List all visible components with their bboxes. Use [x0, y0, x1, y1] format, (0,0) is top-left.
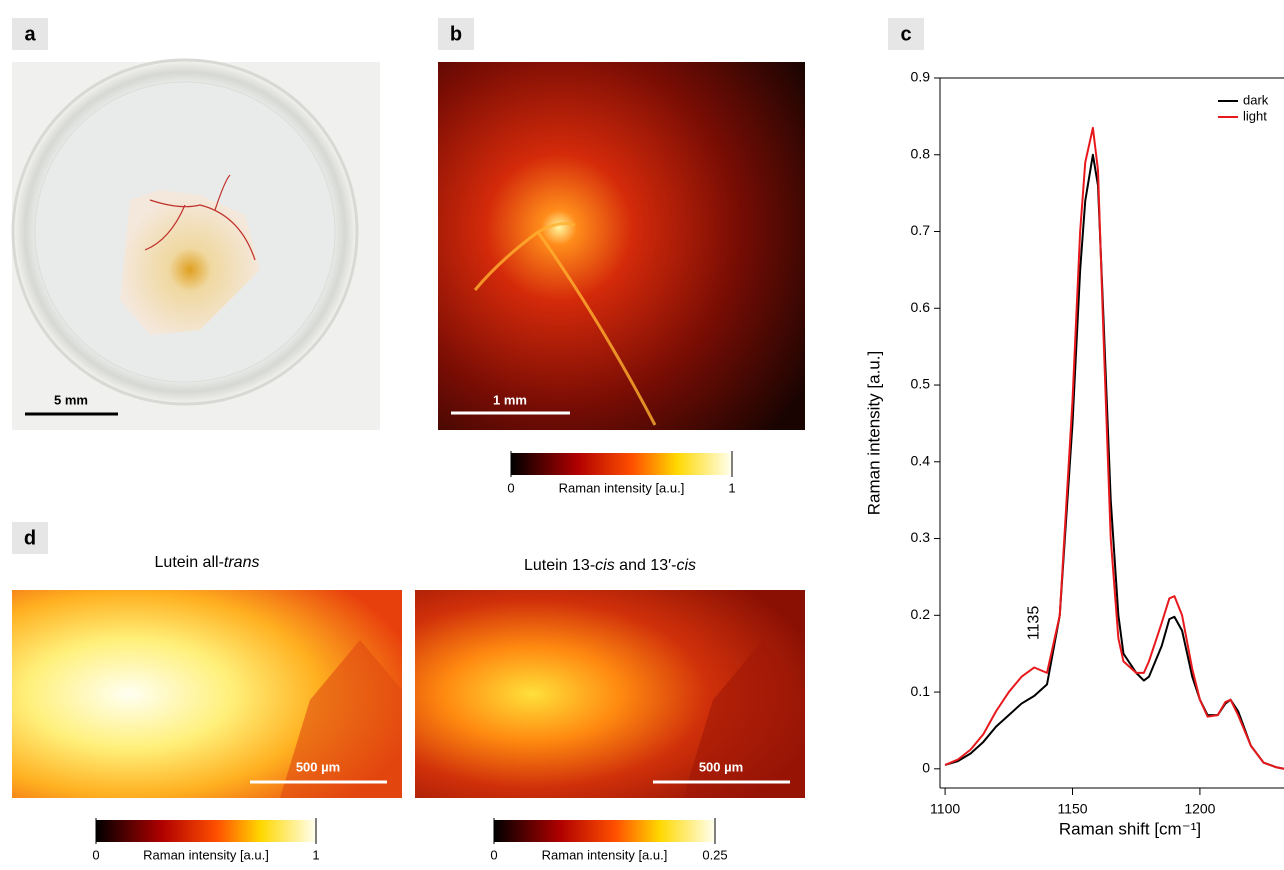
- colorbar-tick-label: 1: [728, 480, 735, 495]
- y-tick-label: 0.6: [911, 299, 931, 315]
- title-part: cis: [676, 557, 696, 574]
- scale-bar-label: 1 mm: [493, 392, 527, 407]
- map-region: [683, 640, 805, 798]
- colorbar: 0 1 Raman intensity [a.u.]: [92, 818, 320, 862]
- panel-label-bg: [12, 522, 48, 554]
- y-tick-label: 0.1: [911, 683, 931, 699]
- y-axis-label: Raman intensity [a.u.]: [864, 351, 883, 515]
- colorbar-tick-label: 0: [92, 847, 99, 862]
- colorbar-tick-label: 0: [507, 480, 514, 495]
- scale-bar-label: 500 µm: [699, 759, 743, 774]
- retina-tissue: [120, 190, 260, 335]
- colorbar-gradient: [96, 820, 316, 842]
- title-part: Lutein all-: [155, 554, 224, 571]
- colorbar-tick-label: 0.25: [702, 847, 727, 862]
- y-tick-label: 0.5: [911, 376, 931, 392]
- title-part: trans: [224, 554, 260, 571]
- panel-label: a: [24, 23, 36, 45]
- raman-image: [438, 62, 805, 430]
- colorbar-tick-label: 0: [490, 847, 497, 862]
- legend-label: light: [1243, 108, 1267, 123]
- title-part: Lutein 13-: [524, 557, 595, 574]
- colorbar-label: Raman intensity [a.u.]: [143, 847, 269, 862]
- x-tick-label: 1100: [930, 801, 960, 817]
- scale-bar-label: 5 mm: [54, 392, 88, 407]
- y-tick-label: 0: [922, 760, 930, 776]
- series-line: [944, 153, 1284, 770]
- y-tick-label: 0.2: [911, 606, 931, 622]
- y-tick-label: 0.8: [911, 145, 931, 161]
- colorbar: 0 0.25 Raman intensity [a.u.]: [490, 818, 728, 862]
- map-title: Lutein 13-cis and 13′-cis: [524, 557, 696, 574]
- vessels: [144, 174, 256, 261]
- panel-label: b: [450, 23, 462, 45]
- series-line: [944, 126, 1284, 770]
- x-axis-label: Raman shift [cm⁻¹]: [1059, 819, 1201, 838]
- map-title: Lutein all-trans: [155, 554, 260, 571]
- panel-label-bg: [12, 18, 48, 50]
- colorbar-gradient: [511, 453, 732, 475]
- panel-label: c: [900, 23, 911, 45]
- panel-label: d: [24, 527, 36, 549]
- x-tick-label: 1200: [1184, 801, 1215, 817]
- map-region: [280, 640, 402, 798]
- panel-label-bg: [438, 18, 474, 50]
- panel-label-bg: [888, 18, 924, 50]
- title-part: cis: [595, 557, 615, 574]
- annotation: 1135: [1026, 606, 1043, 641]
- y-tick-label: 0.4: [911, 452, 931, 468]
- legend-label: dark: [1243, 92, 1269, 107]
- title-part: and 13′-: [615, 557, 677, 574]
- colorbar: 0 1 Raman intensity [a.u.]: [507, 451, 736, 495]
- colorbar-label: Raman intensity [a.u.]: [559, 480, 685, 495]
- colorbar-gradient: [494, 820, 715, 842]
- colorbar-label: Raman intensity [a.u.]: [542, 847, 668, 862]
- colorbar-tick-label: 1: [312, 847, 319, 862]
- y-tick-label: 0.3: [911, 529, 931, 545]
- vessels: [473, 222, 657, 426]
- scale-bar-label: 500 µm: [296, 759, 340, 774]
- x-tick-label: 1150: [1057, 801, 1087, 817]
- y-tick-label: 0.9: [911, 69, 931, 85]
- y-tick-label: 0.7: [911, 222, 931, 238]
- plot: 0 0.1 0.2 0.3 0.4 0.5 0.6 0.7 0.8 0.9 1100 1150 1200…: [864, 69, 1284, 838]
